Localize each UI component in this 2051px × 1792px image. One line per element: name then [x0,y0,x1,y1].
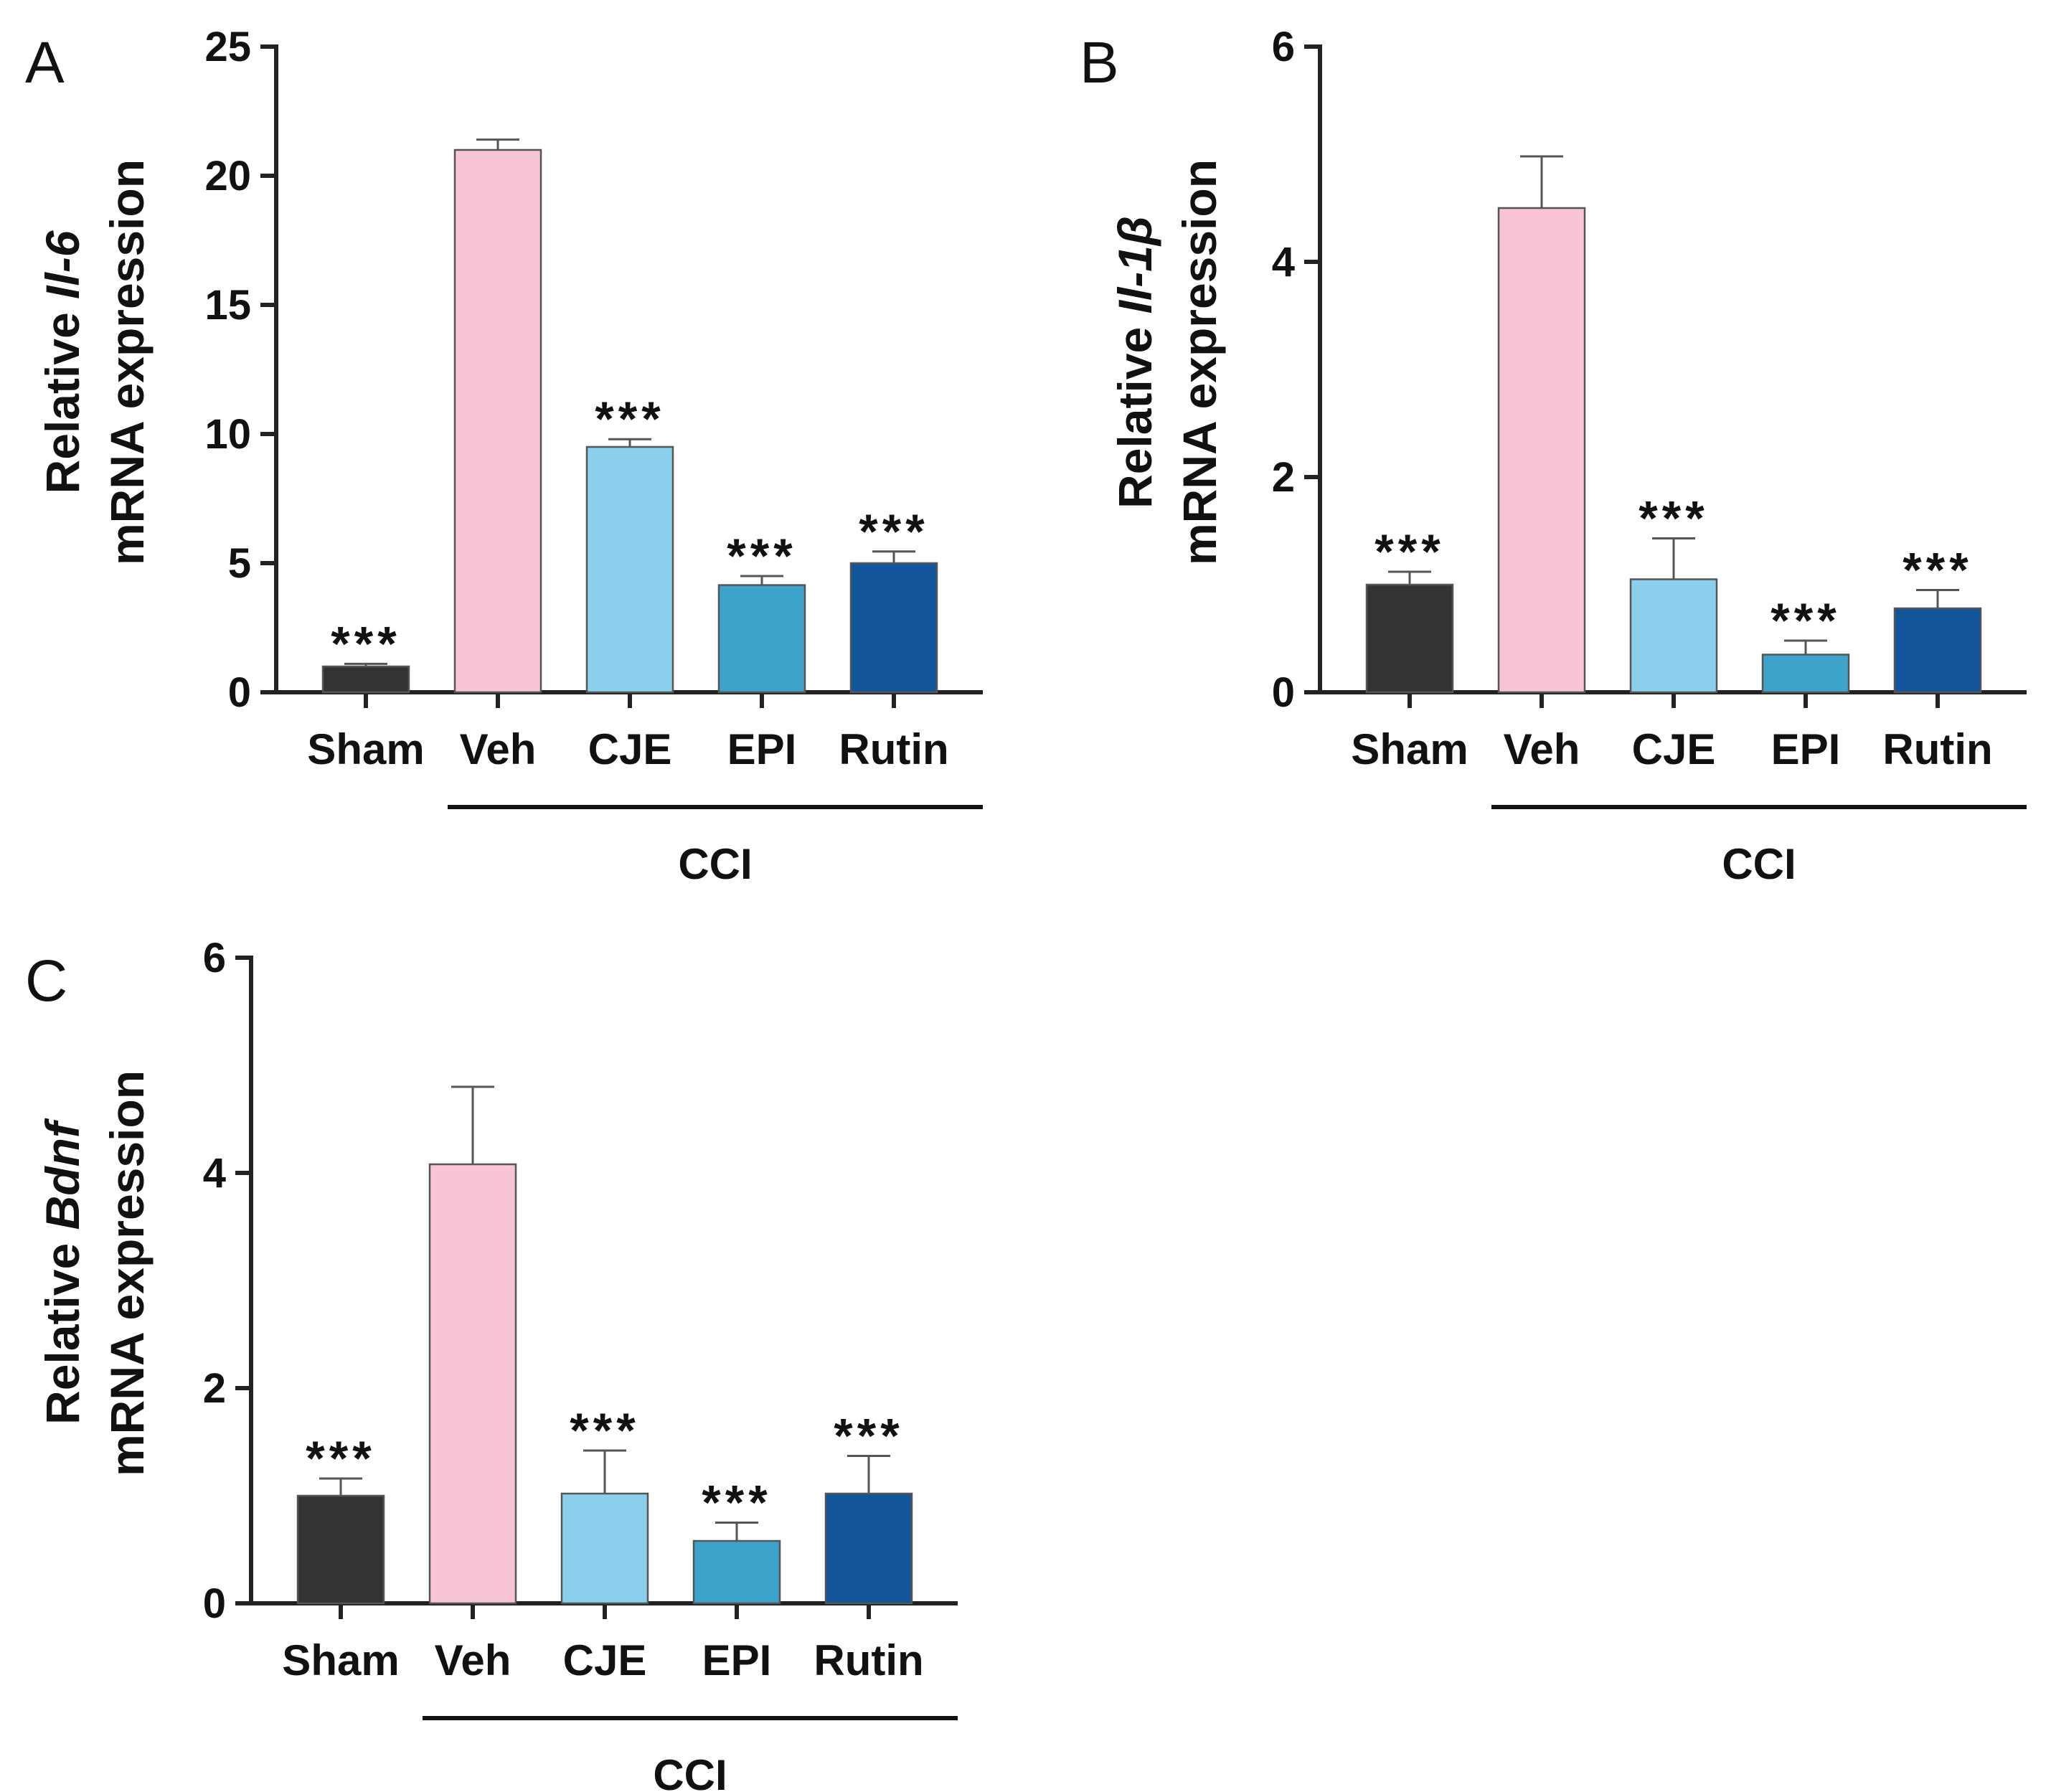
panel-a-group-label: CCI [678,840,752,888]
panel-b-y-tick-label: 2 [1272,454,1295,501]
panel-b-y-tick-label: 6 [1272,24,1295,70]
panel-a-y-tick-label: 5 [228,540,251,587]
panel-b-bar-rutin [1893,607,1982,694]
panel-b-bar-epi [1761,654,1850,694]
panel-a-y-axis-label: Relative Il-6 [36,230,89,494]
panel-b-significance-rutin: *** [1903,543,1972,598]
panel-c-letter: C [25,948,67,1014]
panel-b-category-sham: Sham [1351,725,1468,773]
panel-c-bar-rutin [824,1492,913,1605]
panel-c-category-veh: Veh [435,1636,511,1684]
panel-a-significance-epi: *** [727,529,796,583]
panel-a-category-cje: CJE [588,725,672,773]
panel-c-y-tick-label: 0 [203,1580,226,1627]
panel-a: A 0 5 10 15 20 25 Relative Il-6 mRNA expression S… [25,24,983,888]
panel-b-y-axis-label: Relative Il-1β [1108,216,1161,509]
panel-c-bar-sham [296,1494,385,1605]
panel-a-bar-veh [453,148,542,694]
panel-a-y-tick-label: 10 [204,411,251,458]
panel-c-y-axis-label: Relative Bdnf [36,1118,89,1425]
panel-b-letter: B [1080,30,1119,95]
panel-c-y-tick-label: 4 [203,1150,226,1197]
panel-b-category-cje: CJE [1632,725,1716,773]
panel-a-y-tick-label: 25 [204,24,251,70]
panel-c-category-epi: EPI [702,1636,772,1684]
panel-b-category-veh: Veh [1504,725,1580,773]
panel-a-y-tick-label: 20 [204,153,251,199]
panel-c-group-label: CCI [653,1751,727,1792]
panel-b-group-label: CCI [1722,840,1796,888]
panel-c-significance-epi: *** [702,1476,771,1530]
panel-b-y-axis-label-line2: mRNA expression [1173,159,1226,565]
panel-a-bar-sham [321,665,410,694]
panel-c: C 0 2 4 6 Relative Bdnf mRNA expression Sham ***… [25,935,958,1792]
panel-a-bar-epi [717,584,806,694]
panel-b-bar-veh [1497,207,1586,694]
panel-b-significance-cje: *** [1639,491,1708,546]
panel-c-category-sham: Sham [282,1636,399,1684]
panel-a-significance-sham: *** [331,616,400,671]
panel-c-bar-veh [428,1163,517,1605]
panel-b-significance-sham: *** [1375,524,1444,579]
panel-c-y-tick-label: 2 [203,1365,226,1412]
panel-a-category-veh: Veh [460,725,537,773]
panel-c-bar-epi [692,1539,781,1605]
panel-c-category-rutin: Rutin [814,1636,923,1684]
panel-c-y-tick-label: 6 [203,935,226,981]
panel-c-significance-cje: *** [570,1403,639,1458]
panel-c-category-cje: CJE [563,1636,647,1684]
panel-a-category-rutin: Rutin [839,725,948,773]
panel-b-significance-epi: *** [1771,593,1840,648]
panel-a-bar-rutin [849,562,938,694]
panel-a-category-epi: EPI [727,725,797,773]
panel-b-bar-sham [1365,583,1454,694]
panel-b-y-tick-label: 0 [1272,669,1295,716]
panel-a-category-sham: Sham [307,725,424,773]
panel-a-y-tick-label: 15 [204,282,251,329]
panel-c-significance-rutin: *** [834,1409,903,1463]
panel-a-significance-rutin: *** [859,504,928,559]
panel-b-category-epi: EPI [1771,725,1841,773]
panel-a-significance-cje: *** [595,392,664,446]
panel-a-y-axis-label-line2: mRNA expression [100,159,154,565]
panel-b: B 0 2 4 6 Relative Il-1β mRNA expression Sham **… [1080,24,2027,888]
panel-a-letter: A [25,30,65,95]
panel-a-bar-cje [585,445,674,694]
panel-c-significance-sham: *** [306,1431,375,1486]
panel-c-y-axis-label-line2: mRNA expression [100,1070,154,1476]
panel-b-bar-cje [1629,578,1718,694]
panel-b-y-tick-label: 4 [1272,239,1295,286]
panel-b-category-rutin: Rutin [1882,725,1992,773]
panel-c-bar-cje [560,1492,649,1605]
panel-a-y-tick-label: 0 [228,669,251,716]
